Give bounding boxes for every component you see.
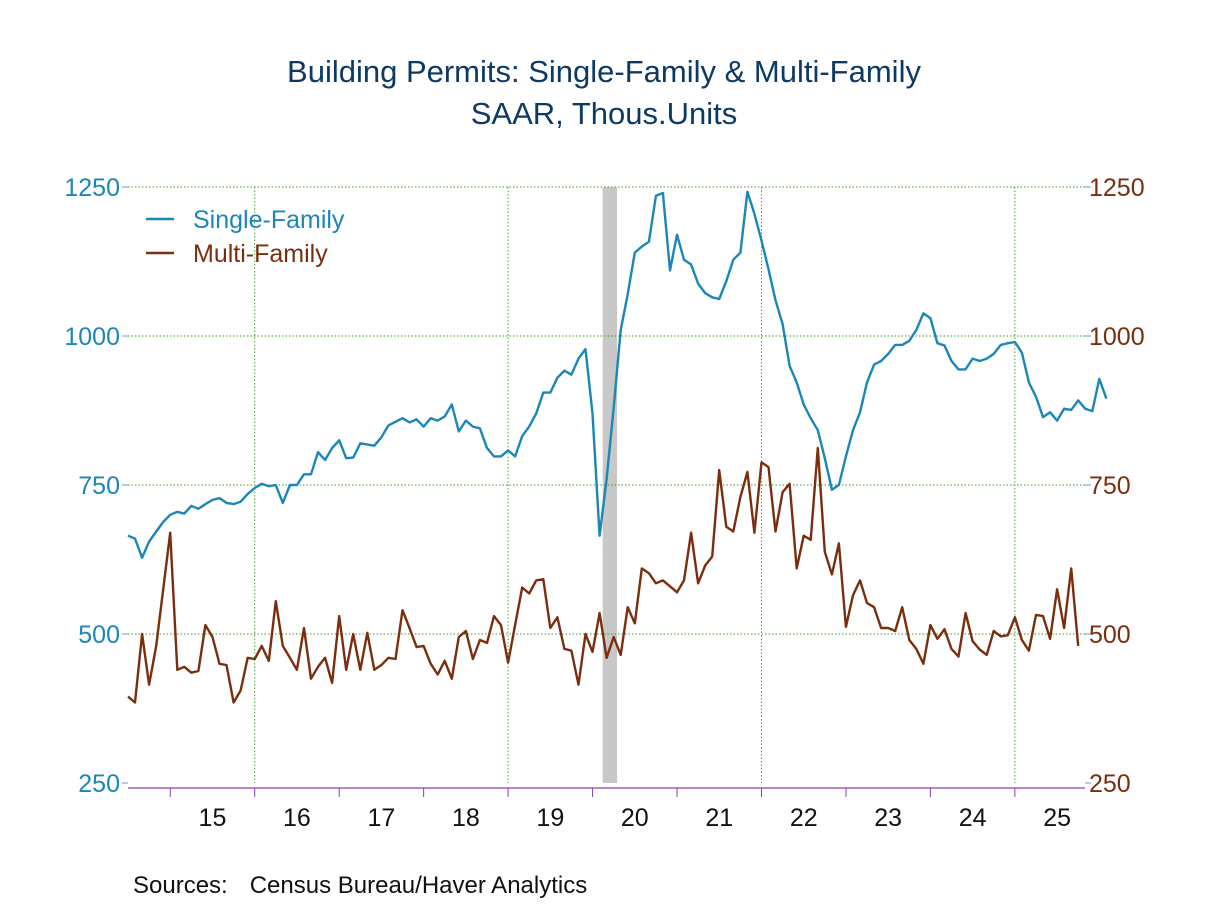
- y-tick-label-right: 1250: [1089, 174, 1145, 202]
- y-tick-label-right: 750: [1089, 472, 1131, 500]
- y-tick-label-right: 250: [1089, 770, 1131, 798]
- x-tick-label: 15: [199, 804, 227, 832]
- x-tick-label: 20: [621, 804, 649, 832]
- x-tick-label: 23: [874, 804, 902, 832]
- x-tick-label: 21: [705, 804, 733, 832]
- line-chart: 250 250 500 500 750 750 1000 1000 1250 1250 15 16 17…: [0, 0, 1208, 906]
- x-tick-label: 25: [1043, 804, 1071, 832]
- sources-label: Sources:: [133, 872, 228, 899]
- x-tick-label: 24: [959, 804, 987, 832]
- y-tick-label-left: 250: [78, 770, 120, 798]
- legend-label: Multi-Family: [193, 240, 328, 268]
- y-tick-label-right: 1000: [1089, 323, 1145, 351]
- x-tick-label: 22: [790, 804, 818, 832]
- x-tick-label: 18: [452, 804, 480, 832]
- sources-text: Census Bureau/Haver Analytics: [250, 872, 588, 899]
- sources-note: Sources: Census Bureau/Haver Analytics: [133, 872, 587, 900]
- y-tick-label-left: 750: [78, 472, 120, 500]
- x-tick-label: 17: [367, 804, 395, 832]
- y-tick-label-right: 500: [1089, 621, 1131, 649]
- y-tick-label-left: 500: [78, 621, 120, 649]
- y-tick-label-left: 1250: [64, 174, 120, 202]
- legend-label: Single-Family: [193, 206, 345, 234]
- x-tick-label: 16: [283, 804, 311, 832]
- x-tick-label: 19: [536, 804, 564, 832]
- y-tick-label-left: 1000: [64, 323, 120, 351]
